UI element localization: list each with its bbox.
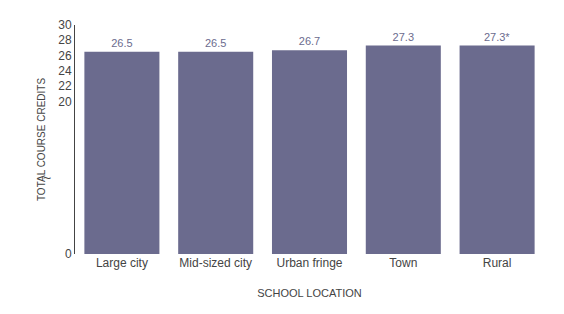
svg-text:30: 30 — [58, 18, 72, 32]
svg-text:Town: Town — [389, 256, 417, 270]
svg-text:28: 28 — [58, 33, 72, 47]
svg-text:26.7: 26.7 — [299, 35, 320, 47]
svg-text:22: 22 — [58, 79, 72, 93]
svg-text:26.5: 26.5 — [205, 37, 226, 49]
svg-text:27.3: 27.3 — [393, 31, 414, 43]
svg-text:24: 24 — [58, 64, 72, 78]
svg-text:27.3*: 27.3* — [484, 31, 510, 43]
svg-text:26: 26 — [58, 49, 72, 63]
svg-text:Rural: Rural — [483, 256, 512, 270]
svg-text:TOTAL COURSE CREDITS: TOTAL COURSE CREDITS — [36, 78, 47, 201]
svg-text:Urban fringe: Urban fringe — [276, 256, 342, 270]
svg-text:SCHOOL LOCATION: SCHOOL LOCATION — [257, 287, 362, 299]
svg-text:~: ~ — [43, 170, 51, 186]
svg-text:20: 20 — [58, 95, 72, 109]
svg-text:26.5: 26.5 — [111, 37, 132, 49]
svg-text:0: 0 — [65, 247, 72, 261]
svg-text:Large city: Large city — [96, 256, 148, 270]
svg-text:Mid-sized city: Mid-sized city — [179, 256, 252, 270]
